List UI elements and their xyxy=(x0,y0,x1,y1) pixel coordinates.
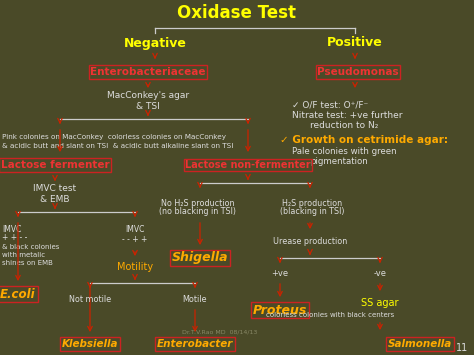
Text: SS agar: SS agar xyxy=(361,298,399,308)
Text: (no blacking in TSI): (no blacking in TSI) xyxy=(159,208,237,217)
Text: +ve: +ve xyxy=(272,269,289,279)
Text: 11: 11 xyxy=(456,343,468,353)
Text: -ve: -ve xyxy=(374,269,386,279)
Text: Nitrate test: +ve further: Nitrate test: +ve further xyxy=(292,111,402,120)
Text: Motility: Motility xyxy=(117,262,153,272)
Text: & acidic butt and slant on TSI  & acidic butt alkaline slant on TSI: & acidic butt and slant on TSI & acidic … xyxy=(2,143,233,149)
Text: Lactose fermenter: Lactose fermenter xyxy=(0,160,109,170)
Text: (blacking in TSI): (blacking in TSI) xyxy=(280,208,344,217)
Text: Salmonella: Salmonella xyxy=(388,339,452,349)
Text: shines on EMB: shines on EMB xyxy=(2,260,53,266)
Text: Shigella: Shigella xyxy=(172,251,228,264)
Text: IMVC: IMVC xyxy=(125,225,145,235)
Text: Not motile: Not motile xyxy=(69,295,111,304)
Text: Klebsiella: Klebsiella xyxy=(62,339,118,349)
Text: E.coli: E.coli xyxy=(0,288,36,300)
Text: - - + +: - - + + xyxy=(122,235,148,245)
Text: Enterobacter: Enterobacter xyxy=(157,339,233,349)
Text: Positive: Positive xyxy=(327,37,383,49)
Text: Pink colonies on MacConkey  colorless colonies on MacConkey: Pink colonies on MacConkey colorless col… xyxy=(2,134,226,140)
Text: Enterobacteriaceae: Enterobacteriaceae xyxy=(90,67,206,77)
Text: & black colonies: & black colonies xyxy=(2,244,59,250)
Text: pigmentation: pigmentation xyxy=(310,157,368,165)
Text: Oxidase Test: Oxidase Test xyxy=(177,4,297,22)
Text: reduction to N₂: reduction to N₂ xyxy=(310,121,378,131)
Text: H₂S production: H₂S production xyxy=(282,198,342,208)
Text: Pale colonies with green: Pale colonies with green xyxy=(292,147,397,155)
Text: with metalic: with metalic xyxy=(2,252,45,258)
Text: colorless colonies with black centers: colorless colonies with black centers xyxy=(266,312,394,318)
Text: No H₂S production: No H₂S production xyxy=(161,198,235,208)
Text: Proteus: Proteus xyxy=(253,304,307,317)
Text: + + - -: + + - - xyxy=(2,234,27,242)
Text: Lactose non-fermenter: Lactose non-fermenter xyxy=(185,160,311,170)
Text: Motile: Motile xyxy=(183,295,207,304)
Text: Negative: Negative xyxy=(124,37,186,49)
Text: IMVC test
& EMB: IMVC test & EMB xyxy=(34,184,77,204)
Text: Pseudomonas: Pseudomonas xyxy=(317,67,399,77)
Text: Urease production: Urease production xyxy=(273,237,347,246)
Text: Dr.T.V.Rao MD  08/14/13: Dr.T.V.Rao MD 08/14/13 xyxy=(182,329,258,334)
Text: ✓ O/F test: O⁺/F⁻: ✓ O/F test: O⁺/F⁻ xyxy=(292,100,368,109)
Text: IMVC: IMVC xyxy=(2,225,21,235)
Text: ✓ Growth on cetrimide agar:: ✓ Growth on cetrimide agar: xyxy=(280,135,448,145)
Text: MacConkey's agar
& TSI: MacConkey's agar & TSI xyxy=(107,91,189,111)
